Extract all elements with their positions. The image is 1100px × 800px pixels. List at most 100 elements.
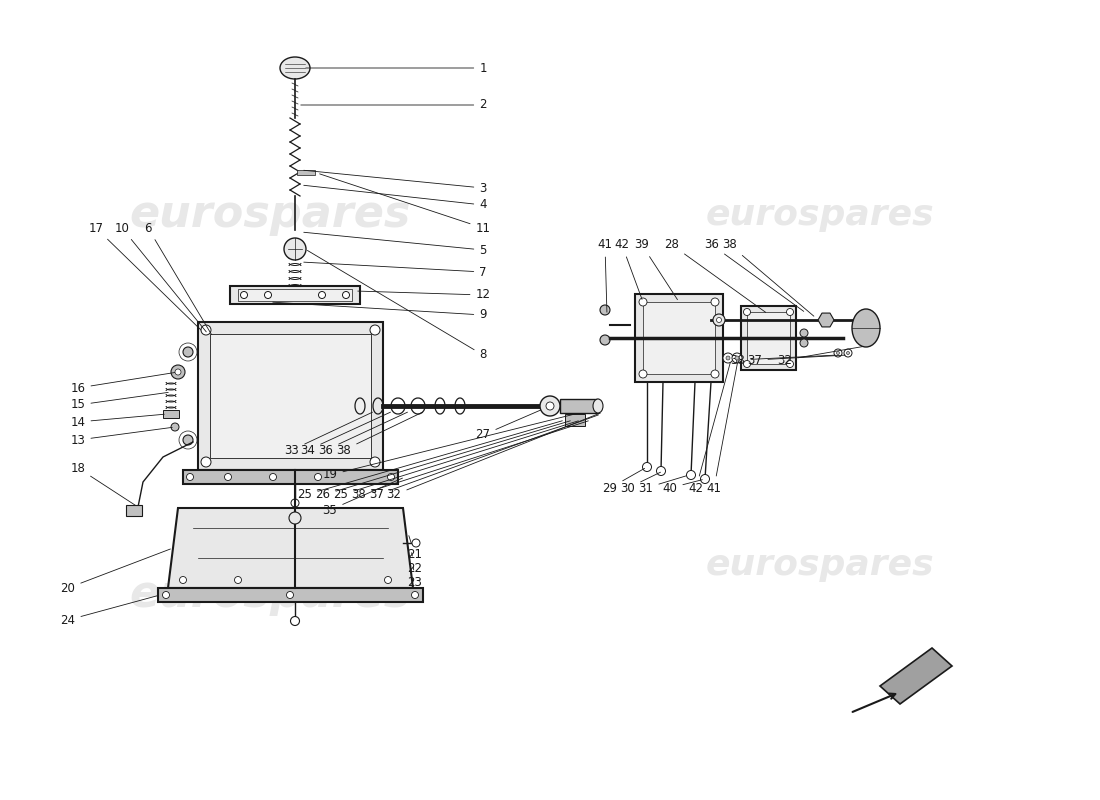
Text: eurospares: eurospares	[706, 548, 934, 582]
Bar	[230, 286, 360, 304]
Circle shape	[726, 356, 730, 360]
Circle shape	[201, 457, 211, 467]
Circle shape	[170, 365, 185, 379]
Text: 15: 15	[70, 392, 168, 411]
Text: 36: 36	[705, 238, 804, 311]
Circle shape	[786, 309, 793, 315]
Circle shape	[170, 423, 179, 431]
Circle shape	[411, 591, 418, 598]
Text: 28: 28	[664, 238, 766, 312]
Circle shape	[723, 353, 733, 363]
Circle shape	[319, 291, 326, 298]
Circle shape	[201, 325, 211, 335]
Bar	[198, 322, 383, 470]
Bar	[210, 334, 371, 458]
Text: 41: 41	[706, 362, 737, 494]
Circle shape	[844, 349, 852, 357]
Circle shape	[732, 353, 742, 363]
Text: 10: 10	[114, 222, 207, 332]
Text: 37: 37	[748, 354, 845, 366]
Polygon shape	[168, 508, 412, 588]
Text: 35: 35	[322, 478, 403, 517]
Circle shape	[711, 298, 719, 306]
Circle shape	[241, 291, 248, 298]
Text: 14: 14	[70, 414, 164, 429]
Text: 27: 27	[475, 407, 548, 442]
Text: 18: 18	[70, 462, 135, 506]
Bar	[635, 294, 723, 382]
Circle shape	[342, 291, 350, 298]
Ellipse shape	[852, 309, 880, 347]
Text: 30: 30	[620, 472, 660, 494]
Text: 17: 17	[88, 222, 201, 330]
Bar	[747, 312, 790, 364]
Text: 12: 12	[358, 289, 491, 302]
Circle shape	[600, 335, 610, 345]
Text: 40: 40	[662, 480, 702, 494]
Circle shape	[836, 351, 839, 354]
Circle shape	[234, 577, 242, 583]
Text: 31: 31	[639, 476, 686, 494]
Text: 25: 25	[298, 421, 562, 502]
Circle shape	[786, 361, 793, 367]
Text: 38: 38	[730, 354, 835, 366]
Circle shape	[540, 396, 560, 416]
Text: 37: 37	[370, 415, 598, 502]
Ellipse shape	[280, 57, 310, 79]
Text: 21: 21	[407, 536, 422, 562]
Bar	[126, 505, 142, 516]
Text: 32: 32	[386, 413, 601, 502]
Circle shape	[179, 577, 187, 583]
Bar	[183, 470, 398, 484]
Text: 38: 38	[352, 421, 588, 502]
Circle shape	[292, 499, 299, 507]
Text: 22: 22	[407, 553, 422, 574]
Circle shape	[713, 314, 725, 326]
Circle shape	[284, 238, 306, 260]
Text: 23: 23	[408, 566, 422, 589]
Text: 24: 24	[60, 596, 157, 626]
Bar	[644, 302, 715, 374]
Text: 42: 42	[689, 362, 730, 494]
Polygon shape	[818, 313, 834, 327]
Circle shape	[163, 591, 169, 598]
Text: 13: 13	[70, 427, 173, 446]
Text: 20: 20	[60, 549, 170, 594]
Text: 8: 8	[307, 250, 486, 362]
Bar	[565, 414, 585, 426]
Circle shape	[657, 466, 665, 475]
Text: eurospares: eurospares	[130, 574, 410, 617]
Text: 16: 16	[70, 373, 175, 394]
Text: 42: 42	[615, 238, 642, 299]
Text: eurospares: eurospares	[130, 194, 410, 237]
Text: 36: 36	[319, 412, 407, 457]
Text: 33: 33	[285, 412, 373, 457]
Circle shape	[744, 361, 750, 367]
Circle shape	[315, 474, 321, 481]
Circle shape	[183, 435, 192, 445]
Circle shape	[370, 325, 379, 335]
Text: 29: 29	[603, 468, 645, 494]
Text: 38: 38	[723, 238, 814, 316]
Text: 25: 25	[333, 421, 579, 502]
Circle shape	[701, 474, 710, 483]
Polygon shape	[880, 648, 952, 704]
Text: 32: 32	[778, 346, 864, 366]
Circle shape	[800, 329, 808, 337]
Text: 9: 9	[273, 302, 486, 322]
Text: 38: 38	[337, 412, 422, 457]
Circle shape	[290, 617, 299, 626]
Text: 41: 41	[597, 238, 613, 312]
Circle shape	[224, 474, 231, 481]
Circle shape	[600, 305, 610, 315]
Circle shape	[370, 457, 379, 467]
Circle shape	[686, 470, 695, 479]
Text: 19: 19	[322, 414, 576, 482]
Text: 34: 34	[300, 412, 390, 457]
Text: 2: 2	[300, 98, 486, 111]
Text: 4: 4	[304, 186, 486, 211]
Circle shape	[711, 370, 719, 378]
Bar	[560, 399, 598, 413]
Text: 11: 11	[320, 174, 491, 234]
Circle shape	[800, 339, 808, 347]
